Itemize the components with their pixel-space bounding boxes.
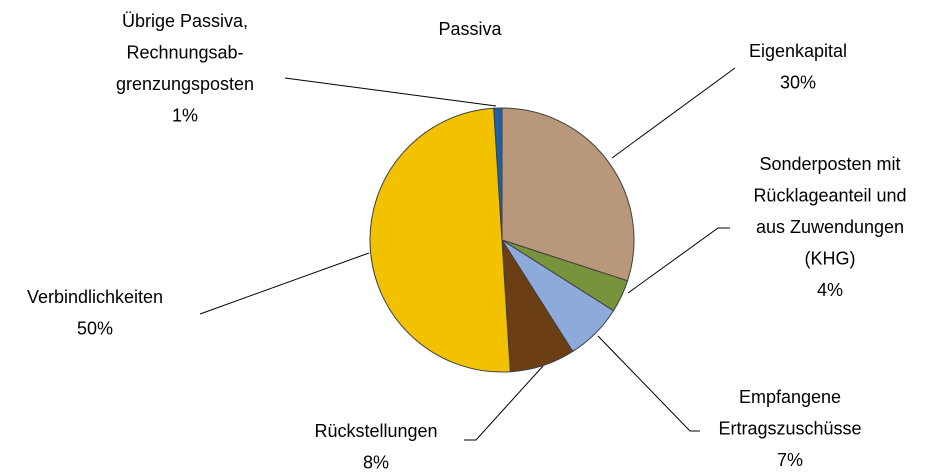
slice-label: Rechnungsab- bbox=[126, 42, 243, 62]
slice-label: Sonderposten mit bbox=[759, 154, 900, 174]
value-label: 8% bbox=[363, 452, 389, 472]
pie-slice bbox=[369, 107, 511, 373]
slice-label: aus Zuwendungen bbox=[756, 217, 904, 237]
value-label: 7% bbox=[777, 450, 803, 470]
leader-line bbox=[597, 335, 700, 432]
slice-label: Empfangene bbox=[739, 387, 841, 407]
pie-slice bbox=[493, 107, 503, 241]
slice-label: grenzungsposten bbox=[116, 74, 254, 94]
value-label: 4% bbox=[817, 280, 843, 300]
pie bbox=[369, 107, 635, 373]
slice-label: Verbindlichkeiten bbox=[27, 287, 163, 307]
value-label: 50% bbox=[77, 318, 113, 338]
leader-line bbox=[284, 77, 497, 107]
pie-slice bbox=[501, 107, 635, 282]
slice-label: Rücklageanteil und bbox=[753, 185, 906, 205]
leader-line bbox=[464, 365, 544, 441]
slice-label: Übrige Passiva, bbox=[122, 11, 248, 31]
slice-label: (KHG) bbox=[805, 248, 856, 268]
chart-title: Passiva bbox=[438, 19, 502, 39]
slice-label: Eigenkapital bbox=[749, 41, 847, 61]
slice-label: Rückstellungen bbox=[314, 421, 437, 441]
leader-line bbox=[611, 67, 736, 159]
leader-line bbox=[199, 252, 370, 315]
value-label: 30% bbox=[780, 72, 816, 92]
leader-line bbox=[627, 227, 730, 294]
value-label: 1% bbox=[172, 105, 198, 125]
slice-label: Ertragszuschüsse bbox=[718, 418, 861, 438]
